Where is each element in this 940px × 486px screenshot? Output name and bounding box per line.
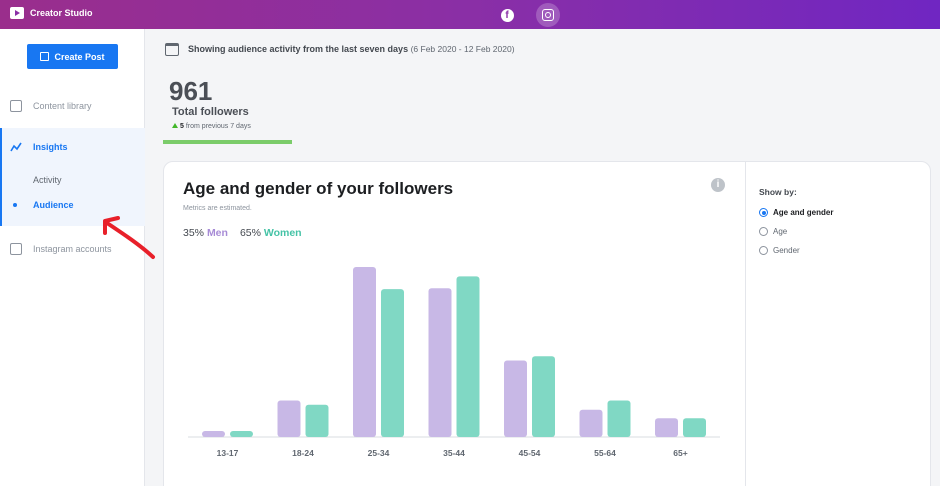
radio-label: Age and gender [773, 208, 834, 217]
sidebar: Create Post Content library Insights Act… [0, 29, 145, 486]
insights-section [0, 128, 145, 226]
chart-note: Metrics are estimated. [183, 205, 252, 212]
radio-label: Gender [773, 246, 800, 255]
app-title: Creator Studio [30, 8, 93, 18]
bar-men-25-34[interactable] [353, 267, 376, 437]
creator-studio-logo-icon [10, 7, 24, 19]
bar-women-25-34[interactable] [381, 289, 404, 437]
content-library-icon [10, 100, 22, 112]
up-arrow-icon [172, 123, 178, 128]
x-tick-label: 35-44 [443, 448, 465, 458]
age-gender-bar-chart: 13-17 18-24 25-34 35-44 45-54 55-64 65+ [188, 267, 720, 458]
date-range: Showing audience activity from the last … [188, 44, 515, 54]
sidebar-item-label: Insights [33, 142, 68, 152]
bar-men-35-44[interactable] [428, 288, 452, 437]
date-range-label: Showing audience activity from the last … [188, 44, 409, 54]
radio-label: Age [773, 227, 788, 236]
panel-divider [745, 162, 746, 486]
sidebar-item-instagram-accounts[interactable]: Instagram accounts [0, 242, 145, 256]
show-by-label: Show by: [759, 187, 797, 197]
followers-count: 961 [169, 76, 213, 106]
active-dot-icon [13, 203, 17, 207]
accounts-icon [10, 243, 22, 255]
radio-age[interactable]: Age [759, 227, 787, 236]
bar-men-18-24[interactable] [277, 400, 301, 437]
create-post-button[interactable]: Create Post [27, 44, 118, 69]
date-range-dates: (6 Feb 2020 - 12 Feb 2020) [410, 44, 515, 54]
annotation-arrow-icon [103, 216, 155, 259]
bar-women-18-24[interactable] [305, 404, 329, 437]
bar-women-13-17[interactable] [230, 431, 253, 437]
legend-men: 35% Men [183, 227, 228, 239]
followers-label: Total followers [172, 106, 249, 118]
x-tick-label: 13-17 [217, 448, 239, 458]
info-icon[interactable]: i [711, 178, 725, 192]
men-label: Men [206, 227, 228, 239]
sidebar-item-activity[interactable]: Activity [0, 173, 145, 187]
x-tick-label: 65+ [673, 448, 687, 458]
selected-indicator [163, 140, 292, 144]
x-tick-label: 25-34 [368, 448, 390, 458]
sidebar-item-audience[interactable]: Audience [0, 198, 145, 212]
sidebar-item-label: Activity [33, 175, 62, 185]
calendar-icon[interactable] [165, 43, 179, 56]
sidebar-item-label: Instagram accounts [33, 244, 112, 254]
bar-women-45-54[interactable] [532, 356, 555, 437]
x-tick-label: 45-54 [519, 448, 541, 458]
sidebar-item-content-library[interactable]: Content library [0, 99, 145, 113]
followers-change: 5 from previous 7 days [172, 123, 251, 130]
radio-icon [759, 246, 768, 255]
women-percent: 65% [239, 227, 261, 239]
change-text: from previous 7 days [185, 123, 251, 130]
bar-men-65+[interactable] [655, 418, 678, 437]
create-post-label: Create Post [54, 51, 105, 62]
women-label: Women [263, 227, 302, 239]
bar-men-55-64[interactable] [579, 409, 603, 437]
bar-men-45-54[interactable] [504, 360, 527, 438]
total-followers-card[interactable]: 961 Total followers 5 from previous 7 da… [163, 70, 293, 145]
x-tick-label: 55-64 [594, 448, 616, 458]
insights-icon [10, 142, 22, 152]
edit-icon [40, 52, 50, 61]
sidebar-item-insights[interactable]: Insights [0, 140, 145, 154]
change-value: 5 [180, 123, 184, 130]
legend-women: 65% Women [240, 227, 302, 239]
age-gender-card: Age and gender of your followers Metrics… [163, 161, 931, 486]
facebook-icon: f [500, 8, 514, 22]
bar-men-13-17[interactable] [202, 431, 225, 437]
instagram-icon [542, 9, 554, 21]
radio-selected-icon [759, 208, 768, 217]
chart-legend: 35% Men 65% Women [183, 227, 302, 239]
radio-age-and-gender[interactable]: Age and gender [759, 208, 833, 217]
instagram-tab[interactable] [536, 3, 560, 27]
radio-gender[interactable]: Gender [759, 246, 800, 255]
bar-women-55-64[interactable] [607, 400, 631, 437]
chart-title: Age and gender of your followers [183, 179, 454, 198]
x-tick-label: 18-24 [292, 448, 314, 458]
top-bar: Creator Studio f [0, 0, 940, 29]
sidebar-item-label: Content library [33, 101, 92, 111]
sidebar-item-label: Audience [33, 200, 74, 210]
facebook-tab[interactable]: f [495, 3, 519, 27]
men-percent: 35% [183, 227, 205, 239]
bar-women-65+[interactable] [683, 418, 706, 437]
brand[interactable]: Creator Studio [10, 7, 93, 19]
bar-women-35-44[interactable] [456, 276, 480, 437]
radio-icon [759, 227, 768, 236]
